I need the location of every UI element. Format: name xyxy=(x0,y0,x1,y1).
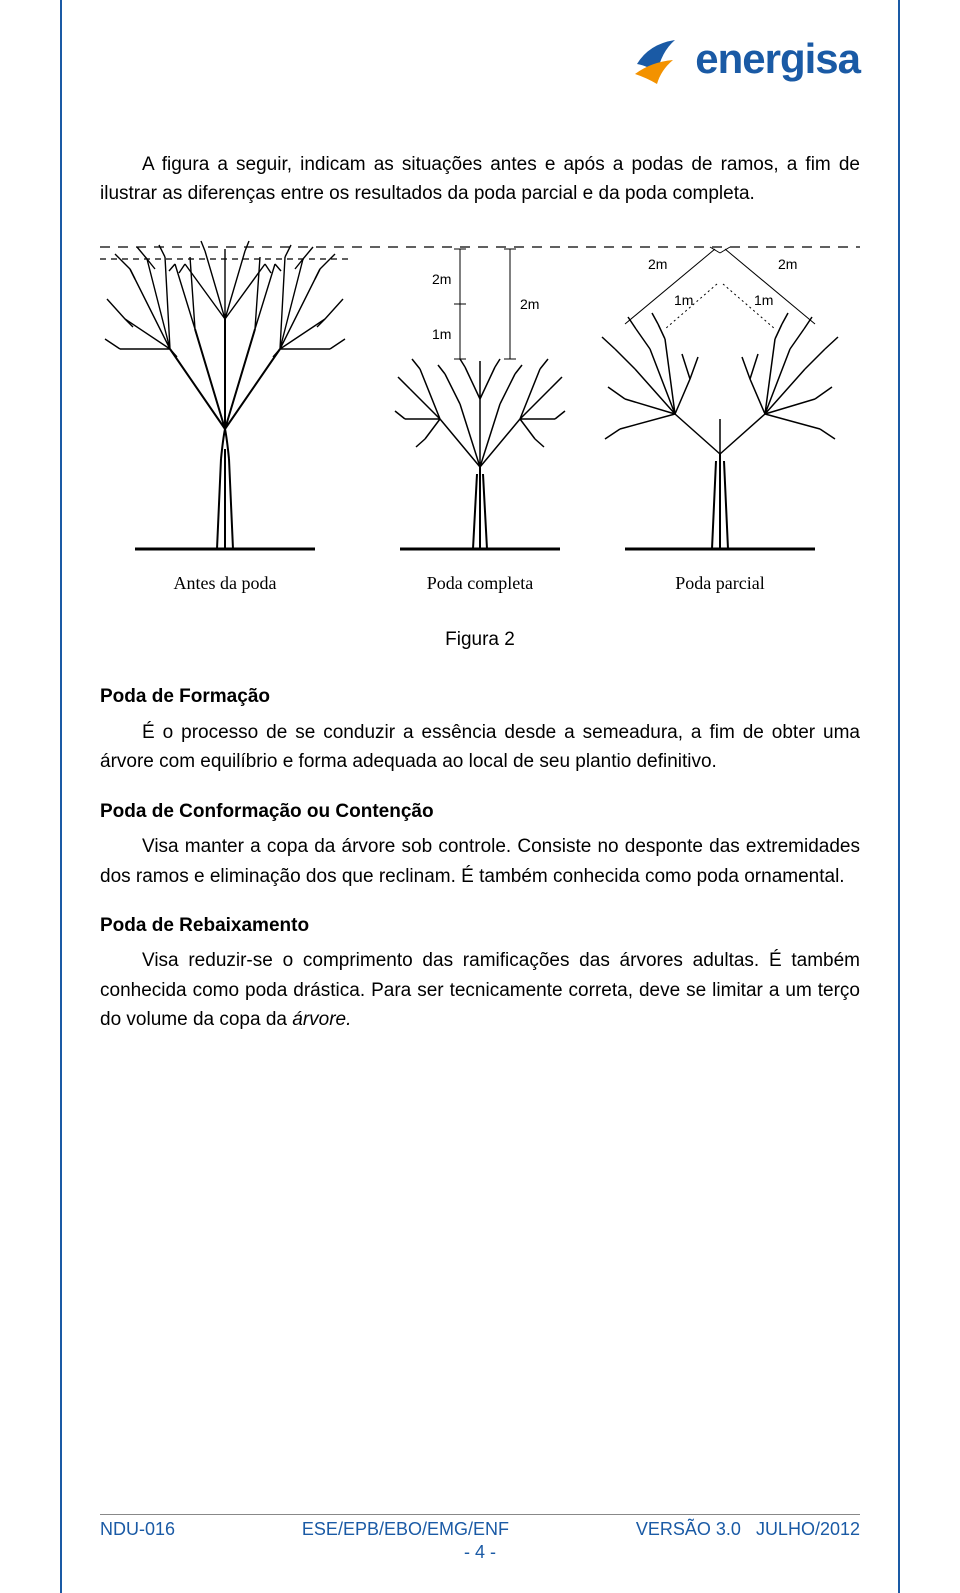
section-body: Visa manter a copa da árvore sob control… xyxy=(100,832,860,891)
logo: energisa xyxy=(627,30,860,88)
footer-page: - 4 - xyxy=(100,1542,860,1563)
page-border-right xyxy=(898,0,900,1593)
section-title: Poda de Rebaixamento xyxy=(100,911,860,940)
figure-block: 2m 1m 2m xyxy=(100,229,860,654)
section-rebaixamento: Poda de Rebaixamento Visa reduzir-se o c… xyxy=(100,911,860,1035)
svg-text:2m: 2m xyxy=(778,256,797,272)
svg-text:Poda completa: Poda completa xyxy=(427,573,533,593)
logo-swoosh-icon xyxy=(627,30,685,88)
section-body-italic: árvore. xyxy=(292,1009,351,1030)
intro-paragraph: A figura a seguir, indicam as situações … xyxy=(100,150,860,209)
svg-text:2m: 2m xyxy=(648,256,667,272)
footer-date: JULHO/2012 xyxy=(756,1519,860,1539)
page-border-left xyxy=(60,0,62,1593)
section-title: Poda de Formação xyxy=(100,682,860,711)
tree-figure-icon: 2m 1m 2m xyxy=(100,229,860,609)
section-body-text: Visa reduzir-se o comprimento das ramifi… xyxy=(100,950,860,1030)
figure-caption: Figura 2 xyxy=(100,625,860,654)
svg-text:2m: 2m xyxy=(432,271,451,287)
page: energisa A figura a seguir, indicam as s… xyxy=(0,0,960,1593)
svg-text:Poda parcial: Poda parcial xyxy=(675,573,764,593)
svg-text:1m: 1m xyxy=(674,292,693,308)
svg-text:2m: 2m xyxy=(520,296,539,312)
svg-text:Antes da poda: Antes da poda xyxy=(174,573,277,593)
footer-center: ESE/EPB/EBO/EMG/ENF xyxy=(302,1519,509,1540)
footer: NDU-016 ESE/EPB/EBO/EMG/ENF VERSÃO 3.0 J… xyxy=(100,1514,860,1563)
content: A figura a seguir, indicam as situações … xyxy=(100,30,860,1035)
section-conformacao: Poda de Conformação ou Contenção Visa ma… xyxy=(100,797,860,891)
logo-text: energisa xyxy=(695,35,860,83)
footer-left: NDU-016 xyxy=(100,1519,175,1540)
footer-version: VERSÃO 3.0 xyxy=(636,1519,741,1539)
footer-row: NDU-016 ESE/EPB/EBO/EMG/ENF VERSÃO 3.0 J… xyxy=(100,1519,860,1540)
footer-right: VERSÃO 3.0 JULHO/2012 xyxy=(636,1519,860,1540)
svg-text:1m: 1m xyxy=(432,326,451,342)
section-body: É o processo de se conduzir a essência d… xyxy=(100,718,860,777)
footer-rule xyxy=(100,1514,860,1515)
section-formacao: Poda de Formação É o processo de se cond… xyxy=(100,682,860,776)
section-title: Poda de Conformação ou Contenção xyxy=(100,797,860,826)
section-body: Visa reduzir-se o comprimento das ramifi… xyxy=(100,946,860,1034)
svg-text:1m: 1m xyxy=(754,292,773,308)
